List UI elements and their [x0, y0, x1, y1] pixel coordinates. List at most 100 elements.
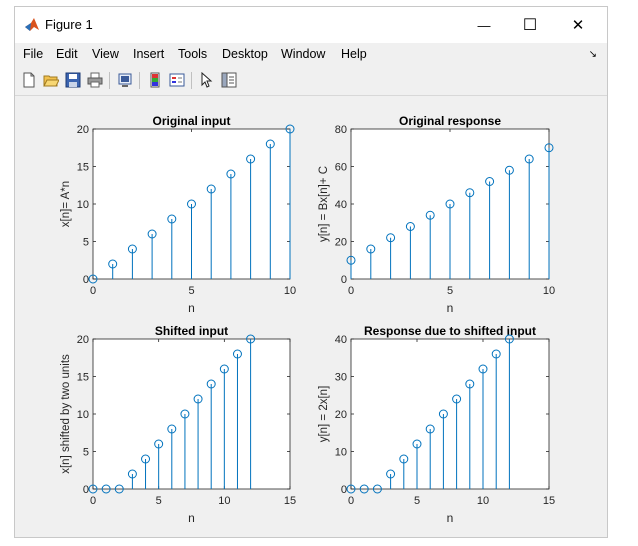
x-axis-label: n	[447, 511, 454, 525]
y-tick-label: 0	[83, 484, 89, 496]
stem-marker	[246, 154, 256, 164]
toolbar-separator	[109, 72, 110, 89]
stem-marker	[88, 484, 98, 494]
dock-arrow-icon[interactable]: ↘	[588, 49, 597, 60]
menu-tools[interactable]: Tools	[178, 47, 208, 61]
stem-marker	[232, 349, 242, 359]
x-tick-label: 10	[543, 285, 555, 297]
x-tick-label: 5	[156, 495, 162, 507]
x-tick-label: 5	[447, 285, 453, 297]
stem-marker	[246, 334, 256, 344]
menu-insert[interactable]: Insert	[133, 47, 165, 61]
stem-marker	[219, 364, 229, 374]
y-axis-label: x[n]= A*n	[60, 181, 72, 227]
menu-window[interactable]: Window	[281, 47, 326, 61]
axes-3[interactable]: 0 5 10 15 20 0 5 10 15 Shifted input n x[n] shifted…	[60, 324, 296, 525]
save-icon[interactable]	[63, 70, 83, 90]
legend-icon[interactable]	[167, 70, 187, 90]
y-tick-label: 20	[335, 237, 347, 249]
stem-marker	[265, 139, 275, 149]
menu-file[interactable]: File	[23, 47, 44, 61]
stem-marker	[346, 255, 356, 265]
maximize-icon: ☐	[522, 17, 538, 34]
link-plot-icon[interactable]	[115, 70, 135, 90]
figure-canvas: 0 5 10 15 20 0 5 10 Original input n x[n]= A*n 0 20 4…	[23, 97, 607, 533]
stem-marker	[372, 484, 382, 494]
chart-title: Original response	[399, 114, 501, 128]
stem-marker	[425, 424, 435, 434]
property-inspector-icon[interactable]	[219, 70, 239, 90]
title-bar[interactable]: Figure 1 — ☐ ✕	[15, 7, 607, 43]
stem-marker	[127, 244, 137, 254]
stem-marker	[386, 469, 396, 479]
chart-title: Shifted input	[155, 324, 228, 338]
stem-marker	[465, 188, 475, 198]
axes-2[interactable]: 0 20 40 60 80 0 5 10 Original response n y[n] = Bx…	[318, 114, 555, 315]
minimize-button[interactable]: —	[461, 11, 507, 39]
axes-box	[350, 338, 550, 490]
x-tick-label: 15	[284, 495, 296, 507]
stem-marker	[346, 484, 356, 494]
print-icon[interactable]	[85, 70, 105, 90]
menu-bar: File Edit View Insert Tools Desktop Wind…	[15, 45, 607, 65]
menu-edit[interactable]: Edit	[56, 47, 78, 61]
y-tick-label: 40	[335, 334, 347, 346]
y-tick-label: 10	[77, 199, 89, 211]
stem-marker	[88, 274, 98, 284]
y-axis-label: y[n] = Bx[n]+ C	[318, 166, 330, 242]
axes-4[interactable]: 0 10 20 30 40 0 5 10 15 Response due to shifted i…	[318, 324, 555, 525]
close-button[interactable]: ✕	[555, 11, 601, 39]
y-tick-label: 20	[335, 409, 347, 421]
x-tick-label: 15	[543, 495, 555, 507]
stem-marker	[452, 394, 462, 404]
x-tick-label: 0	[90, 285, 96, 297]
stem-marker	[425, 210, 435, 220]
stem-marker	[478, 364, 488, 374]
y-tick-label: 60	[335, 162, 347, 174]
x-axis-label: n	[188, 511, 195, 525]
stem-marker	[412, 439, 422, 449]
stem-marker	[438, 409, 448, 419]
y-tick-label: 20	[77, 124, 89, 136]
y-tick-label: 0	[83, 274, 89, 286]
maximize-button[interactable]: ☐	[507, 11, 553, 39]
menu-view[interactable]: View	[92, 47, 119, 61]
colorbar-icon[interactable]	[145, 70, 165, 90]
y-tick-label: 5	[83, 447, 89, 459]
stem-marker	[399, 454, 409, 464]
minimize-icon: —	[477, 17, 491, 33]
y-tick-label: 20	[77, 334, 89, 346]
stem-marker	[445, 199, 455, 209]
stem-marker	[167, 424, 177, 434]
stem-marker	[359, 484, 369, 494]
y-tick-label: 15	[77, 162, 89, 174]
matlab-logo-icon	[25, 18, 39, 31]
x-tick-label: 5	[188, 285, 194, 297]
menu-help[interactable]: Help	[341, 47, 367, 61]
toolbar-separator	[139, 72, 140, 89]
x-tick-label: 10	[218, 495, 230, 507]
edit-plot-arrow-icon[interactable]	[197, 70, 217, 90]
x-tick-label: 0	[348, 495, 354, 507]
open-file-icon[interactable]	[41, 70, 61, 90]
stem-marker	[114, 484, 124, 494]
plots-area: 0 5 10 15 20 0 5 10 Original input n x[n]= A*n 0 20 4…	[60, 114, 555, 525]
stem-marker	[465, 379, 475, 389]
stem-marker	[386, 233, 396, 243]
y-tick-label: 15	[77, 372, 89, 384]
axes-1[interactable]: 0 5 10 15 20 0 5 10 Original input n x[n]= A*n	[60, 114, 296, 315]
x-tick-label: 0	[90, 495, 96, 507]
toolbar-separator	[191, 72, 192, 89]
stem-marker	[154, 439, 164, 449]
menu-desktop[interactable]: Desktop	[222, 47, 268, 61]
stem-marker	[544, 143, 554, 153]
y-tick-label: 40	[335, 199, 347, 211]
stem-marker	[524, 154, 534, 164]
stem-marker	[193, 394, 203, 404]
y-tick-label: 30	[335, 372, 347, 384]
x-tick-label: 10	[284, 285, 296, 297]
x-axis-label: n	[447, 301, 454, 315]
new-figure-icon[interactable]	[19, 70, 39, 90]
chart-title: Response due to shifted input	[364, 324, 536, 338]
y-tick-label: 80	[335, 124, 347, 136]
